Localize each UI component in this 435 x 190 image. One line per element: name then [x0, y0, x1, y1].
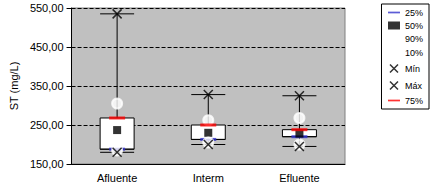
- svg-text:450,00: 450,00: [30, 41, 64, 53]
- svg-text:150,00: 150,00: [30, 158, 64, 170]
- svg-text:Efluente: Efluente: [279, 172, 319, 184]
- svg-text:Interm: Interm: [193, 172, 224, 184]
- svg-text:Afluente: Afluente: [97, 172, 137, 184]
- svg-text:550,00: 550,00: [30, 2, 64, 14]
- svg-text:90%: 90%: [405, 34, 423, 44]
- svg-text:Mín: Mín: [405, 64, 420, 74]
- svg-text:50%: 50%: [405, 21, 423, 31]
- svg-text:75%: 75%: [405, 96, 423, 106]
- svg-text:Máx: Máx: [405, 81, 423, 91]
- svg-text:10%: 10%: [405, 48, 423, 58]
- svg-text:25%: 25%: [405, 8, 423, 18]
- svg-text:250,00: 250,00: [30, 119, 64, 131]
- svg-text:350,00: 350,00: [30, 80, 64, 92]
- svg-text:ST (mg/L): ST (mg/L): [8, 62, 20, 111]
